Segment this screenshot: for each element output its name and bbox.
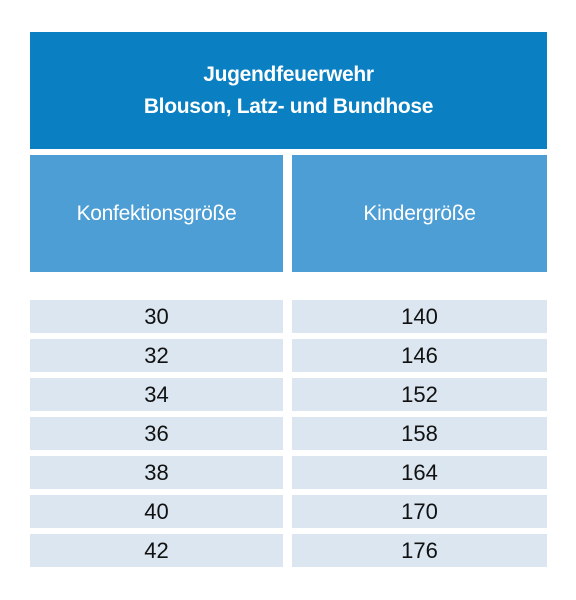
table-row: 34 152 [30,378,547,411]
table-row: 38 164 [30,456,547,489]
table-row: 36 158 [30,417,547,450]
kinder-cell: 158 [292,417,547,450]
konfektion-cell: 30 [30,300,283,333]
table-row: 32 146 [30,339,547,372]
kinder-cell: 164 [292,456,547,489]
table-title: Jugendfeuerwehr Blouson, Latz- und Bundh… [30,32,547,149]
kinder-cell: 170 [292,495,547,528]
title-line-2: Blouson, Latz- und Bundhose [143,94,434,118]
konfektion-cell: 34 [30,378,283,411]
kinder-cell: 176 [292,534,547,567]
konfektion-cell: 32 [30,339,283,372]
size-table-body: 30 140 32 146 34 152 36 158 38 164 40 17… [30,300,547,573]
konfektion-cell: 38 [30,456,283,489]
konfektion-cell: 42 [30,534,283,567]
table-row: 42 176 [30,534,547,567]
column-header-kindergroesse: Kindergröße [292,155,547,272]
table-row: 40 170 [30,495,547,528]
konfektion-cell: 40 [30,495,283,528]
title-line-1: Jugendfeuerwehr [203,62,374,86]
kinder-cell: 140 [292,300,547,333]
table-row: 30 140 [30,300,547,333]
column-header-konfektionsgroesse: Konfektionsgröße [30,155,283,272]
konfektion-cell: 36 [30,417,283,450]
kinder-cell: 146 [292,339,547,372]
kinder-cell: 152 [292,378,547,411]
